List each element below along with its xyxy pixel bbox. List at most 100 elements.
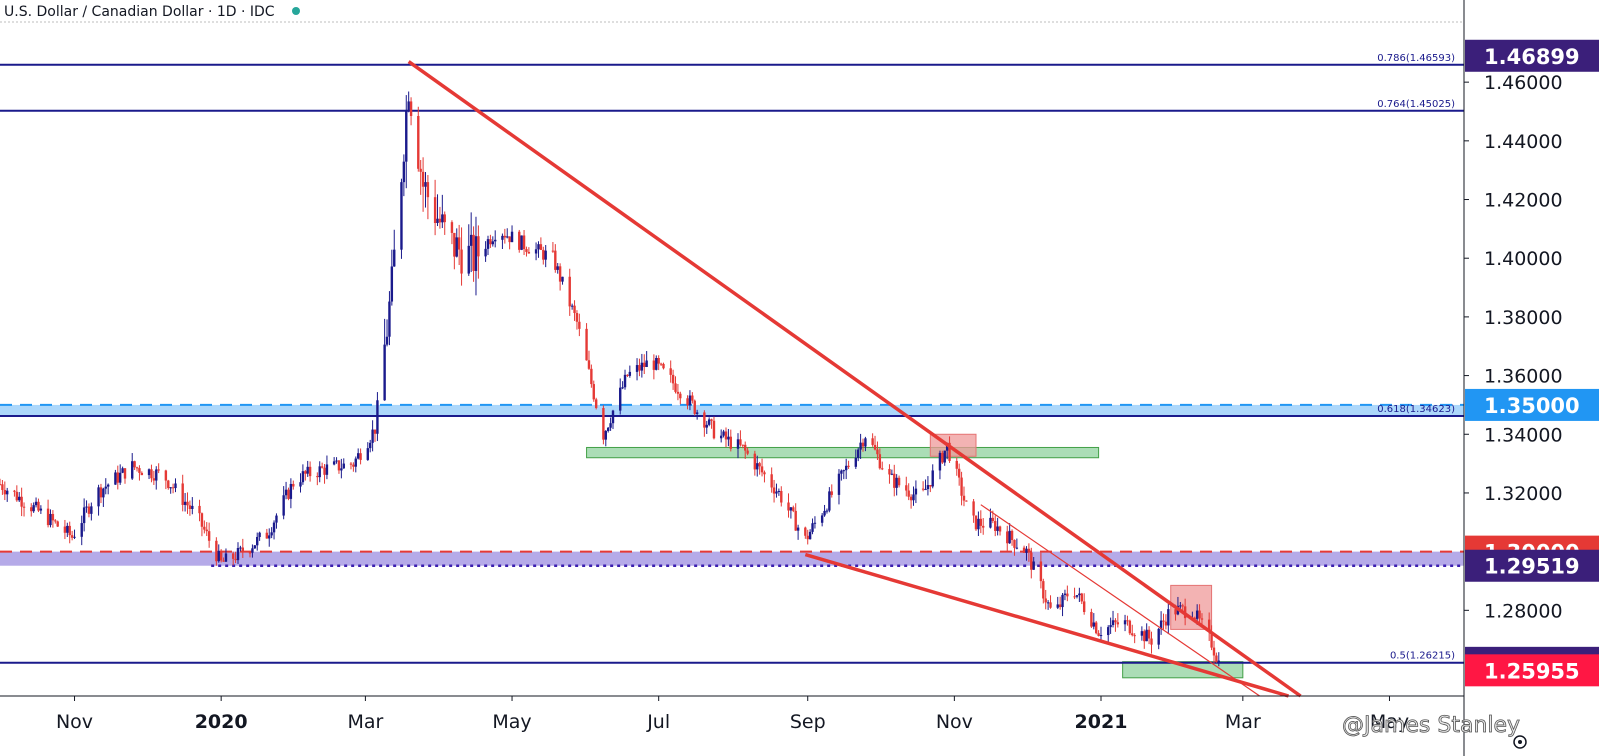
candle [638, 358, 641, 377]
candle [373, 429, 377, 442]
candle-body [1162, 620, 1165, 622]
candle [780, 486, 783, 507]
candle-body [477, 236, 480, 257]
candle [1056, 596, 1059, 610]
candle-body [405, 109, 408, 162]
candle [320, 462, 324, 469]
candle-body [258, 532, 261, 537]
candle [544, 245, 547, 268]
candle-body [722, 431, 725, 436]
candle-body [289, 483, 293, 499]
candle [3, 481, 7, 501]
candle [443, 211, 446, 235]
candle [691, 392, 694, 404]
candle-body [669, 368, 672, 375]
candle-body [224, 553, 228, 562]
candle-body [292, 483, 295, 487]
candle [962, 486, 966, 507]
candle-body [1039, 561, 1043, 582]
candle-body [727, 436, 730, 440]
candle [719, 429, 723, 443]
candle-body [1128, 620, 1132, 634]
candle-body [400, 182, 403, 250]
candle-body [366, 448, 370, 460]
candle-body [864, 438, 867, 447]
candle-body [251, 548, 254, 553]
candle [486, 235, 490, 255]
candle [501, 233, 504, 249]
candle-body [811, 523, 814, 532]
candle-body [20, 496, 23, 507]
candle-body [638, 365, 641, 371]
candle-body [1174, 609, 1177, 615]
candle-body [1157, 628, 1160, 645]
candle [332, 457, 336, 466]
candle-body [234, 558, 237, 561]
candle-body [138, 468, 141, 473]
candle [1145, 623, 1148, 642]
candle-body [763, 472, 766, 475]
candle [707, 417, 711, 427]
candle [1159, 611, 1163, 635]
candle [842, 469, 845, 480]
candle-body [133, 461, 136, 468]
candle [1143, 629, 1146, 649]
candle-body [1140, 631, 1144, 636]
candle-body [272, 522, 276, 533]
candle-body [881, 468, 884, 470]
candle-body [441, 214, 444, 223]
candle-body [736, 439, 740, 449]
candle-body [823, 510, 826, 516]
candle [587, 350, 591, 370]
candle-body [1, 484, 4, 490]
candle [426, 175, 430, 220]
candle [198, 499, 201, 522]
candle-body [205, 529, 208, 532]
candle-body [1025, 548, 1028, 553]
candle [383, 318, 386, 401]
candle-body [941, 452, 944, 463]
candle [943, 450, 946, 466]
candle-body [1150, 638, 1153, 645]
candle-body [150, 469, 153, 479]
candle [1061, 593, 1064, 617]
candle-body [573, 305, 576, 314]
blue-zone [0, 404, 1464, 417]
candle-body [183, 501, 187, 505]
candle-body [486, 239, 490, 249]
candle [0, 478, 2, 486]
candle [808, 529, 812, 540]
candle-body [1063, 593, 1067, 595]
candle [825, 508, 829, 514]
candle [289, 478, 293, 509]
candle [87, 503, 91, 518]
candle [1157, 627, 1160, 650]
candle-body [121, 468, 124, 473]
y-tick-label-0: 1.46000 [1484, 72, 1563, 94]
candle [1092, 613, 1095, 630]
candle [609, 417, 612, 431]
candle [744, 441, 747, 459]
candle-body [275, 515, 278, 523]
candle-body [1061, 594, 1064, 608]
candle [662, 362, 665, 370]
candle-body [3, 489, 7, 495]
candle-body [140, 472, 144, 476]
candle-body [188, 505, 192, 509]
candle [912, 486, 915, 506]
candle [602, 405, 605, 445]
candle-body [895, 477, 898, 488]
candle-body [13, 490, 16, 492]
candle-body [70, 535, 74, 538]
candle [491, 236, 495, 247]
candle [409, 97, 413, 126]
candle-body [606, 427, 610, 431]
gear-icon[interactable] [1513, 735, 1527, 749]
candle-body [1010, 530, 1014, 541]
x-tick-label-0: Nov [56, 711, 93, 733]
candle-body [912, 494, 915, 501]
candle [982, 518, 985, 535]
candle [393, 229, 396, 267]
candle-body [299, 482, 302, 487]
